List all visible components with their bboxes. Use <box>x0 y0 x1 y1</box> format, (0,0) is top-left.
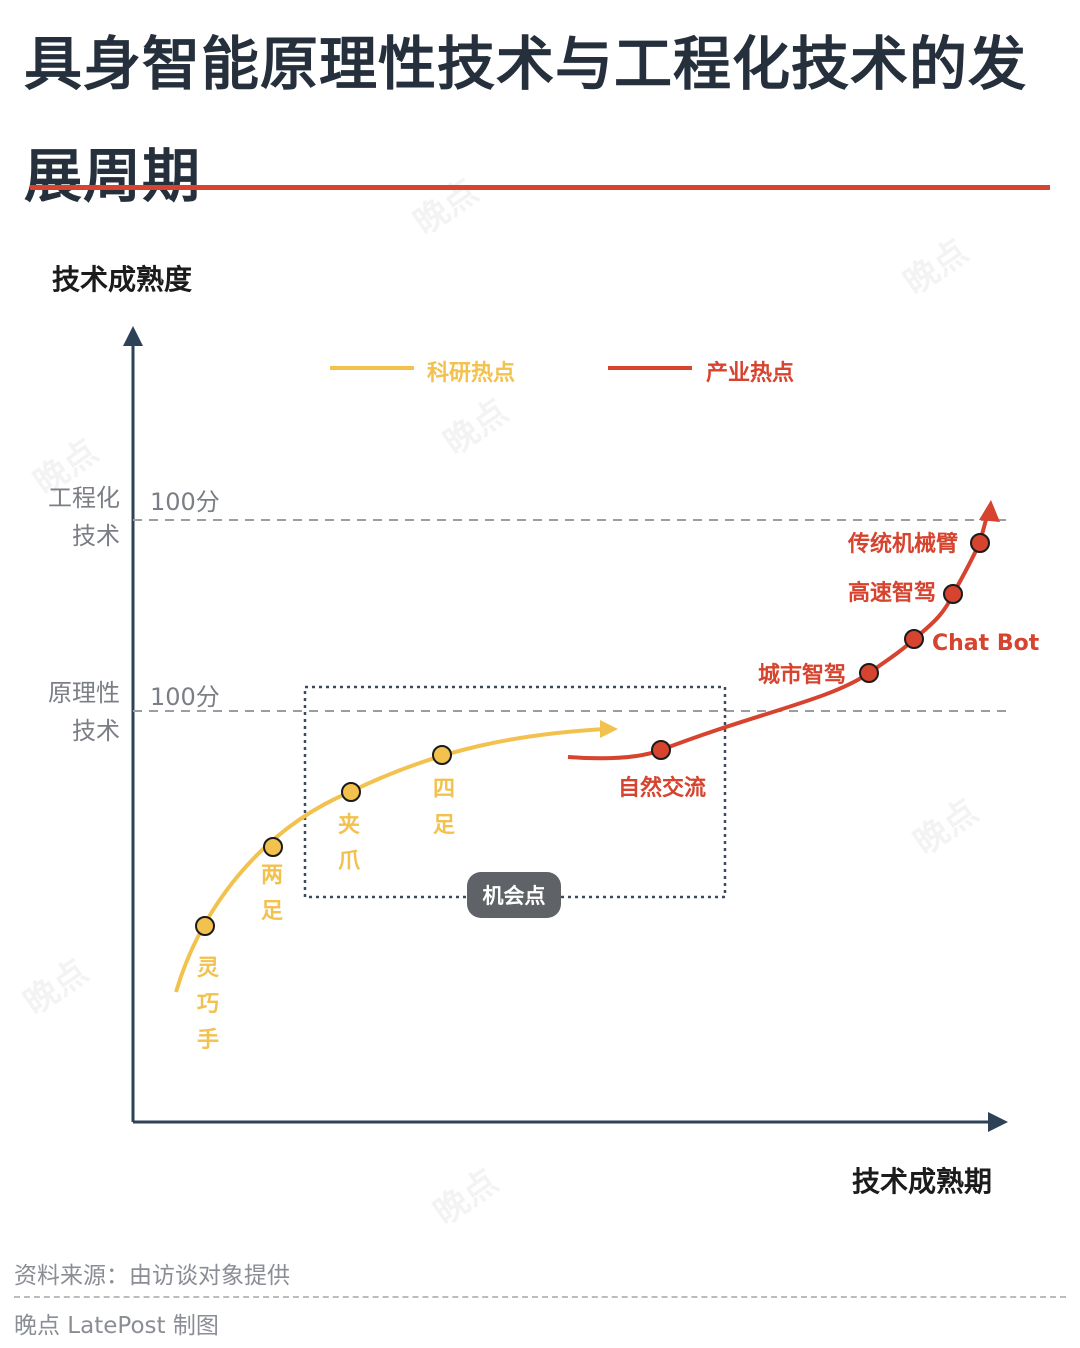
level-label-principle: 原理性 技术 <box>40 674 120 750</box>
research-point-label: 爪 <box>338 849 361 874</box>
research-point-label: 足 <box>433 813 455 838</box>
research-point <box>432 745 452 765</box>
research-point-label: 四 <box>433 777 455 802</box>
footer-divider <box>14 1296 1066 1298</box>
research-point-label: 灵 <box>197 956 219 981</box>
y-axis-arrowhead <box>123 326 143 346</box>
opportunity-badge <box>467 872 561 918</box>
industry-point <box>859 663 879 683</box>
industry-arrowhead <box>979 500 1000 522</box>
research-point <box>195 916 215 936</box>
industry-point-label: 城市智驾 <box>758 662 846 688</box>
source-note: 资料来源：由访谈对象提供 <box>14 1263 290 1289</box>
level-score-engineering: 100分 <box>150 488 220 516</box>
legend-label-research: 科研热点 <box>427 361 516 386</box>
research-point-label: 手 <box>197 1028 219 1053</box>
industry-point <box>904 629 924 649</box>
industry-point-label: 传统机械臂 <box>847 531 958 557</box>
level-label-line: 技术 <box>72 717 120 745</box>
opportunity-label: 机会点 <box>483 884 546 908</box>
level-label-line: 工程化 <box>48 484 120 512</box>
research-point <box>341 782 361 802</box>
research-point-label: 夹 <box>338 813 360 838</box>
research-curve <box>174 727 606 993</box>
level-label-line: 技术 <box>72 522 120 550</box>
research-point-label: 巧 <box>197 992 219 1017</box>
level-score-principle: 100分 <box>150 683 220 711</box>
legend-label-industry: 产业热点 <box>706 361 795 386</box>
y-axis-label: 技术成熟度 <box>52 263 193 296</box>
page-title: 具身智能原理性技术与工程化技术的发展周期 <box>24 30 1028 210</box>
title-underline <box>30 185 1050 190</box>
credit-note: 晚点 LatePost 制图 <box>14 1313 219 1339</box>
industry-point-label: 自然交流 <box>618 775 706 801</box>
level-label-engineering: 工程化 技术 <box>40 479 120 555</box>
industry-point-label: 高速智驾 <box>848 580 936 606</box>
legend-swatch-research <box>330 366 414 370</box>
industry-point <box>943 584 963 604</box>
research-point-label: 足 <box>261 899 283 924</box>
industry-point <box>970 533 990 553</box>
level-label-line: 原理性 <box>48 679 120 707</box>
research-point-label: 两 <box>261 863 283 888</box>
industry-point-label: Chat Bot <box>932 631 1040 656</box>
x-axis-arrowhead <box>988 1112 1008 1132</box>
research-arrowhead <box>600 720 618 738</box>
research-point <box>263 837 283 857</box>
legend-swatch-industry <box>608 366 692 370</box>
industry-point <box>651 740 671 760</box>
x-axis-label: 技术成熟期 <box>852 1165 993 1198</box>
